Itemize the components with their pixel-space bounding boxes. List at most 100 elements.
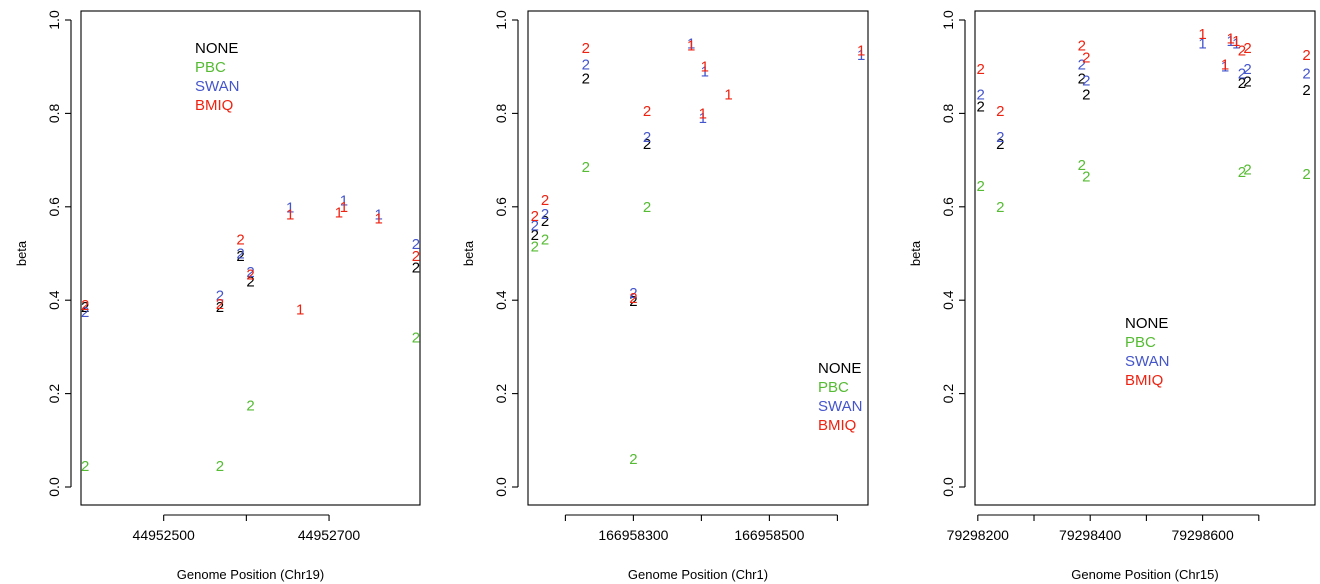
panel-3-point-bmiq: 2 [996, 103, 1004, 120]
panel-2-point-bmiq: 2 [541, 192, 549, 209]
panel-1-y-axis-title: beta [14, 240, 29, 266]
panel-2-point-swan: 2 [531, 217, 539, 234]
panel-1-point-bmiq: 2 [81, 297, 89, 314]
panel-1-plot-frame [80, 10, 421, 506]
panel-3-legend-swan: SWAN [1125, 353, 1169, 370]
panel-1-point-bmiq: 2 [246, 267, 254, 284]
panel-2-point-pbc: 2 [531, 238, 539, 255]
panel-3-point-pbc: 2 [1238, 164, 1246, 181]
panel-3-point-swan: 1 [1232, 35, 1240, 52]
panel-2-point-none: 2 [541, 213, 549, 230]
panel-1-y-tick-label: 1.0 [46, 10, 62, 30]
panel-2-point-bmiq: 1 [857, 42, 865, 59]
panel-2-point-swan: 1 [701, 63, 709, 80]
panel-3-x-axis-title: Genome Position (Chr15) [1071, 567, 1218, 582]
panel-1-legend-pbc: PBC [195, 59, 226, 76]
panel-3-point-swan: 2 [976, 87, 984, 104]
panel-3-point-swan: 2 [1082, 73, 1090, 90]
panel-3-y-tick-label: 0.8 [940, 103, 956, 123]
panel-2-point-bmiq: 1 [724, 87, 732, 104]
panel-2-point-swan: 2 [541, 206, 549, 223]
panel-1-legend-swan: SWAN [195, 78, 239, 95]
panel-3-point-bmiq: 1 [1198, 26, 1206, 43]
panel-2-point-pbc: 2 [629, 451, 637, 468]
panel-3-x-tick-label: 79298600 [1171, 527, 1234, 543]
panel-3-legend-pbc: PBC [1125, 334, 1156, 351]
panel-1-point-swan: 2 [236, 246, 244, 263]
panel-1-point-bmiq: 1 [340, 199, 348, 216]
panel-3-legend-none: NONE [1125, 315, 1168, 332]
panel-2-y-axis-title: beta [461, 240, 476, 266]
panel-2-point-none: 2 [643, 136, 651, 153]
panel-3-x-tick-label: 79298200 [947, 527, 1010, 543]
panel-1-point-swan: 1 [286, 200, 294, 217]
panel-2-point-swan: 1 [857, 47, 865, 64]
panel-2-point-swan: 1 [687, 35, 695, 52]
panel-3-point-pbc: 2 [996, 199, 1004, 216]
panel-2-point-bmiq: 2 [643, 103, 651, 120]
panel-2-point-bmiq: 2 [582, 40, 590, 57]
panel-2-point-bmiq: 1 [699, 105, 707, 122]
panel-3-point-pbc: 2 [1243, 161, 1251, 178]
panel-3-point-swan: 2 [996, 129, 1004, 146]
panel-3-point-none: 2 [1082, 87, 1090, 104]
panel-2-y-tick-label: 0.6 [493, 197, 509, 217]
panel-2-point-none: 2 [629, 293, 637, 310]
panel-1-point-bmiq: 2 [216, 296, 224, 313]
panel-2-y-tick-label: 1.0 [493, 10, 509, 30]
panel-1-y-tick-label: 0.6 [46, 197, 62, 217]
panel-3-point-pbc: 2 [1302, 166, 1310, 183]
panel-2-legend-none: NONE [818, 360, 861, 377]
panel-1-point-swan: 1 [374, 206, 382, 223]
panel-1-point-pbc: 2 [412, 330, 420, 347]
panel-3-point-bmiq: 2 [1078, 38, 1086, 55]
panel-2-point-bmiq: 1 [687, 38, 695, 55]
panel-1-point-swan: 2 [216, 288, 224, 305]
panel-2-y-tick-label: 0.4 [493, 290, 509, 310]
panel-3-point-swan: 2 [1078, 56, 1086, 73]
panel-1-point-bmiq: 1 [296, 302, 304, 319]
panel-3-point-bmiq: 2 [1082, 49, 1090, 66]
panel-2-point-pbc: 2 [541, 231, 549, 248]
panel-1-point-none: 2 [236, 248, 244, 265]
panel-2-x-tick-label: 166958300 [598, 527, 668, 543]
panel-3-point-pbc: 2 [1082, 168, 1090, 185]
panel-3-point-bmiq: 2 [976, 61, 984, 78]
panel-1-point-swan: 1 [340, 192, 348, 209]
panel-1-point-none: 2 [412, 260, 420, 277]
panel-3-point-swan: 2 [1238, 66, 1246, 83]
panel-3-point-swan: 2 [1243, 61, 1251, 78]
panel-3-point-none: 2 [996, 136, 1004, 153]
panel-2-legend-pbc: PBC [818, 379, 849, 396]
panel-2-point-bmiq: 2 [531, 208, 539, 225]
panel-1-x-axis-title: Genome Position (Chr19) [177, 567, 324, 582]
panel-3-point-swan: 2 [1302, 66, 1310, 83]
panel-3-point-pbc: 2 [976, 178, 984, 195]
panel-2-y-tick-label: 0.2 [493, 384, 509, 404]
panel-2-point-pbc: 2 [643, 199, 651, 216]
panel-3-x-tick-label: 79298400 [1059, 527, 1122, 543]
panel-3-y-tick-label: 1.0 [940, 10, 956, 30]
panel-3-plot-frame [974, 10, 1316, 506]
panel-3-point-bmiq: 1 [1227, 31, 1235, 48]
panel-3-point-pbc: 2 [1078, 157, 1086, 174]
panel-3-point-bmiq: 2 [1243, 40, 1251, 57]
panel-3-point-bmiq: 1 [1232, 33, 1240, 50]
panel-2-point-none: 2 [582, 70, 590, 87]
panel-1-point-swan: 2 [246, 264, 254, 281]
panel-1-x-tick-label: 44952700 [298, 527, 361, 543]
panel-1-y-tick-label: 0.2 [46, 384, 62, 404]
panel-2-point-bmiq: 1 [701, 59, 709, 76]
panel-2-point-swan: 1 [699, 110, 707, 127]
panel-3-point-bmiq: 2 [1238, 42, 1246, 59]
panel-2-x-tick-label: 166958500 [734, 527, 804, 543]
panel-3-point-none: 2 [1078, 70, 1086, 87]
panel-1-point-none: 2 [216, 299, 224, 316]
panel-3-y-tick-label: 0.4 [940, 290, 956, 310]
panel-1-point-pbc: 2 [81, 458, 89, 475]
panel-1-legend-none: NONE [195, 40, 238, 57]
panel-1-point-bmiq: 2 [236, 231, 244, 248]
panel-3-point-swan: 1 [1227, 33, 1235, 50]
panel-1-point-bmiq: 1 [335, 204, 343, 221]
